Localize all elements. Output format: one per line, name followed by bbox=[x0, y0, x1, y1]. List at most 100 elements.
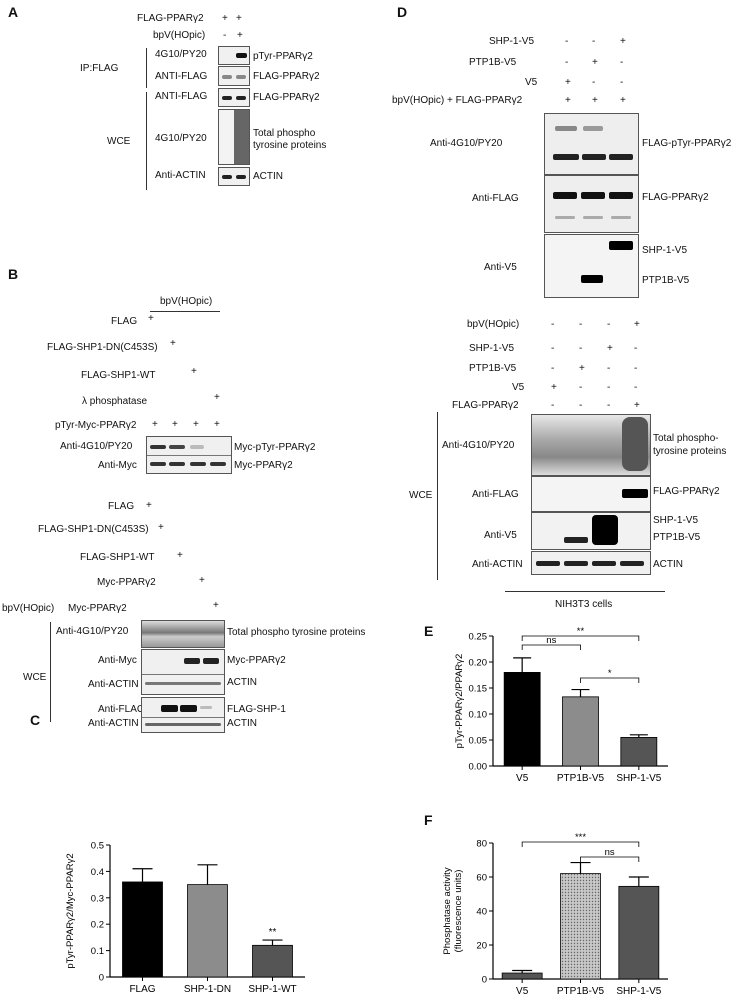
plus-mark: + bbox=[148, 313, 154, 324]
bar bbox=[252, 944, 293, 978]
target-label: ACTIN bbox=[227, 677, 257, 688]
condition-mark: - bbox=[579, 319, 583, 330]
antibody-label: ANTI-FLAG bbox=[155, 71, 208, 82]
target-label: FLAG-pTyr-PPARγ2 bbox=[642, 138, 732, 149]
condition-mark: - bbox=[579, 382, 583, 393]
plus-mark: + bbox=[214, 419, 220, 430]
target-label: Total phospho bbox=[253, 128, 316, 139]
panel-label-f: F bbox=[424, 812, 433, 828]
condition-mark: + bbox=[592, 95, 598, 106]
target-label: ACTIN bbox=[227, 718, 257, 729]
row-label: FLAG-SHP1-WT bbox=[81, 370, 156, 381]
row-label: FLAG bbox=[111, 316, 138, 327]
plus-mark: + bbox=[193, 419, 199, 430]
target-label: FLAG-PPARγ2 bbox=[253, 71, 320, 82]
condition-mark: + bbox=[620, 36, 626, 47]
target-label: FLAG-SHP-1 bbox=[227, 704, 286, 715]
bracket-line bbox=[437, 412, 438, 580]
antibody-label: Anti-ACTIN bbox=[88, 718, 139, 729]
condition-mark: - bbox=[607, 382, 611, 393]
row-label: Myc-PPARγ2 bbox=[97, 577, 156, 588]
antibody-label: Anti-4G10/PY20 bbox=[60, 441, 133, 452]
condition-mark: - bbox=[551, 343, 555, 354]
wce-label: WCE bbox=[409, 490, 433, 501]
plus-mark: + bbox=[146, 500, 152, 511]
y-tick-label: 0.2 bbox=[91, 920, 104, 931]
condition-mark: + bbox=[592, 57, 598, 68]
row-label: FLAG-PPARγ2 bbox=[452, 400, 519, 411]
antibody-label: ANTI-FLAG bbox=[155, 91, 208, 102]
bar bbox=[562, 696, 599, 767]
condition-mark: - bbox=[551, 363, 555, 374]
antibody-label: 4G10/PY20 bbox=[155, 133, 207, 144]
blot-total-ptyr bbox=[218, 109, 250, 165]
condition-mark: - bbox=[592, 36, 596, 47]
target-label: Myc-PPARγ2 bbox=[234, 460, 293, 471]
cond-mark: + bbox=[237, 30, 243, 41]
plus-mark: + bbox=[172, 419, 178, 430]
bar bbox=[618, 885, 660, 980]
row-label: bpV(HOpic) bbox=[2, 603, 55, 614]
condition-mark: - bbox=[565, 57, 569, 68]
header-label: bpV(HOpic) bbox=[160, 296, 213, 307]
target-label: Total phospho tyrosine proteins bbox=[227, 627, 366, 638]
plus-mark: + bbox=[177, 550, 183, 561]
target-label: Myc-PPARγ2 bbox=[227, 655, 286, 666]
row-label: FLAG bbox=[108, 501, 135, 512]
significance-mark: ns bbox=[546, 635, 556, 646]
x-tick-label: PTP1B-V5 bbox=[557, 986, 605, 997]
panel-label-b: B bbox=[8, 266, 19, 282]
antibody-label: Anti-Myc bbox=[98, 655, 137, 666]
condition-mark: + bbox=[565, 77, 571, 88]
plus-mark: + bbox=[191, 366, 197, 377]
blot-d-total-ptyr bbox=[531, 414, 651, 476]
y-tick-label: 0 bbox=[482, 975, 487, 986]
condition-mark: - bbox=[551, 319, 555, 330]
blot-flag-ip bbox=[218, 66, 250, 86]
significance-bracket bbox=[580, 856, 640, 862]
significance-mark: ns bbox=[605, 847, 615, 858]
condition-mark: - bbox=[579, 400, 583, 411]
row-label: λ phosphatase bbox=[82, 396, 148, 407]
target-label: ACTIN bbox=[253, 171, 283, 182]
bar bbox=[620, 737, 658, 767]
y-axis-label: pTyr-PPARγ2/Myc-PPARγ2 bbox=[65, 853, 76, 968]
target-label: Total phospho- bbox=[653, 433, 719, 444]
target-label: ACTIN bbox=[653, 559, 683, 570]
plus-mark: + bbox=[170, 338, 176, 349]
y-tick-label: 0.5 bbox=[91, 841, 104, 852]
significance-mark: ** bbox=[577, 626, 585, 637]
antibody-label: 4G10/PY20 bbox=[155, 49, 207, 60]
blot-actin bbox=[218, 167, 250, 186]
target-label: pTyr-PPARγ2 bbox=[253, 51, 313, 62]
plus-mark: + bbox=[214, 392, 220, 403]
y-axis-label: (fluorescence units) bbox=[453, 870, 464, 953]
condition-mark: - bbox=[607, 363, 611, 374]
panel-label-d: D bbox=[397, 4, 408, 20]
condition-mark: + bbox=[551, 382, 557, 393]
antibody-label: Anti-FLAG bbox=[472, 193, 519, 204]
condition-mark: - bbox=[551, 400, 555, 411]
antibody-label: Anti-Myc bbox=[98, 460, 137, 471]
panel-label-e: E bbox=[424, 623, 434, 639]
condition-mark: - bbox=[607, 400, 611, 411]
y-tick-label: 80 bbox=[476, 839, 487, 850]
significance-bracket bbox=[521, 841, 640, 847]
y-tick-label: 40 bbox=[476, 907, 487, 918]
significance-bracket bbox=[521, 644, 581, 650]
bracket-line bbox=[146, 92, 147, 190]
row-label: bpV(HOpic) + FLAG-PPARγ2 bbox=[392, 95, 523, 106]
y-tick-label: 0 bbox=[99, 973, 104, 984]
blot-d-actin bbox=[531, 551, 651, 575]
cond-mark: + bbox=[222, 13, 228, 24]
chart-c: 0 0.1 0.2 0.3 0.4 0.5 FLAG SHP-1-DN SHP-1-WT pTyr… bbox=[65, 841, 305, 995]
x-tick-label: PTP1B-V5 bbox=[557, 773, 605, 784]
antibody-label: Anti-FLAG bbox=[98, 704, 145, 715]
condition-mark: + bbox=[634, 319, 640, 330]
blot-flag-b bbox=[141, 697, 225, 733]
y-tick-label: 0.05 bbox=[469, 736, 488, 747]
condition-mark: + bbox=[579, 363, 585, 374]
blot-d-flag bbox=[544, 175, 639, 233]
condition-mark: - bbox=[620, 57, 624, 68]
bar bbox=[187, 884, 228, 978]
